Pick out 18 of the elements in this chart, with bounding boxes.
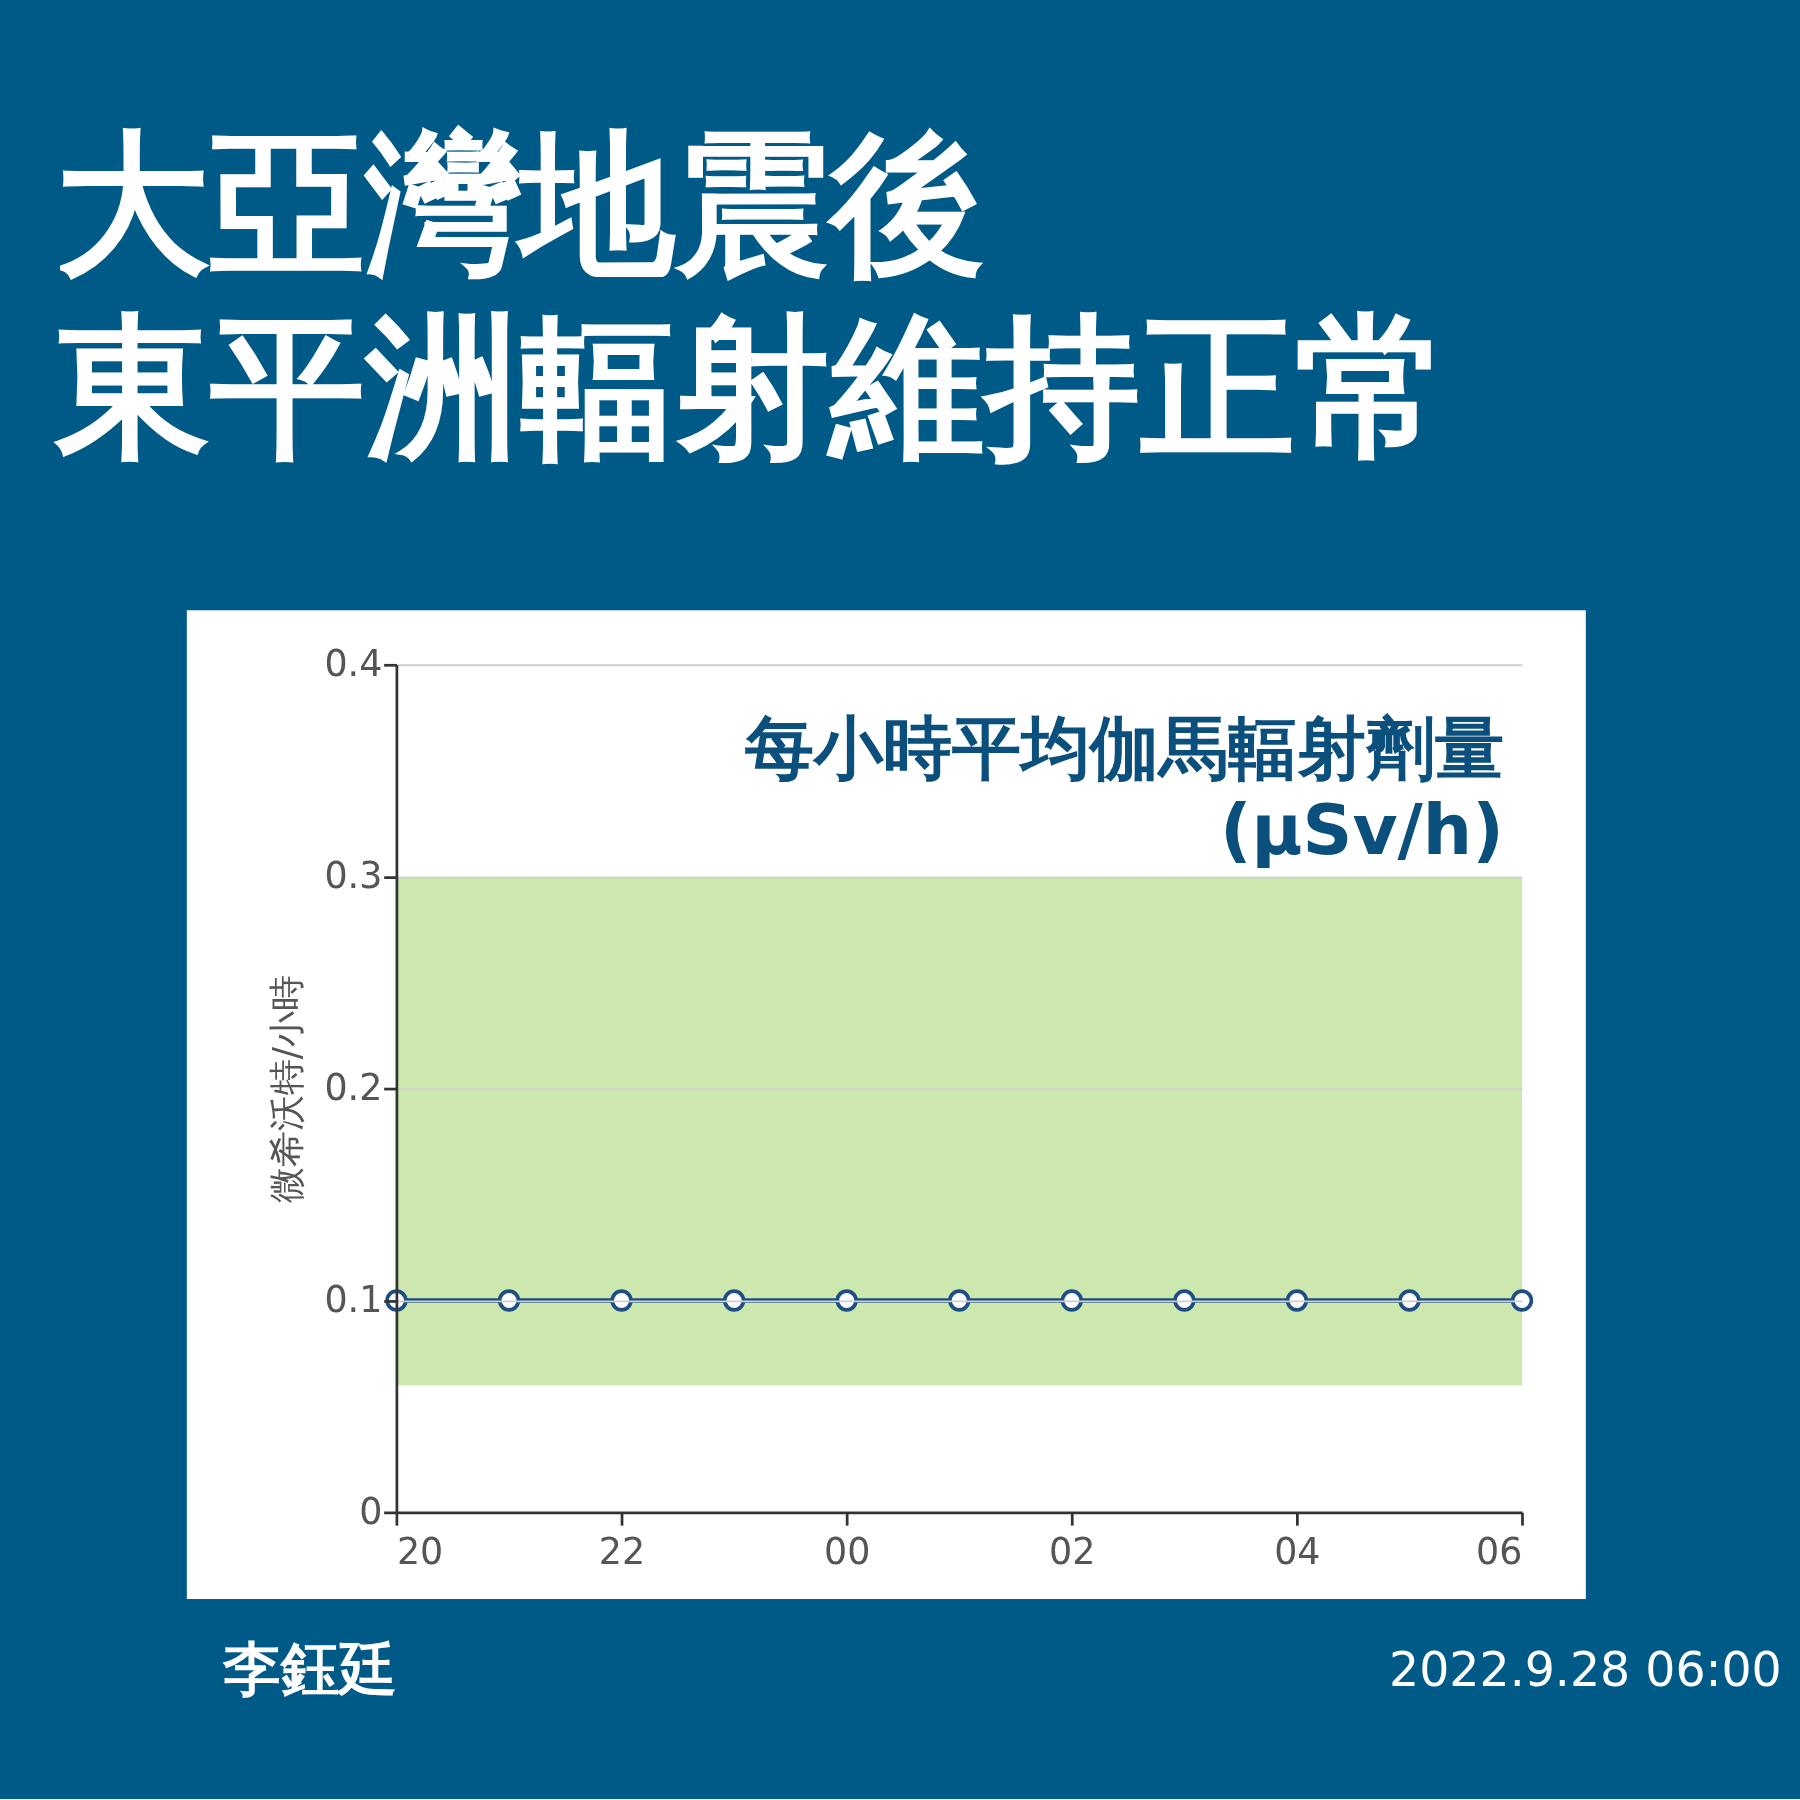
x-tick-label: 06 [1476, 1529, 1523, 1573]
annotation: (μSv/h) [1219, 790, 1504, 871]
x-tick-label: 20 [396, 1529, 444, 1573]
text: 2022.9.28 06:00 [1389, 1642, 1782, 1698]
text: 大亞灣地震後 [54, 114, 985, 296]
y-tick-label: 0 [359, 1489, 383, 1533]
y-tick-label: 0.3 [324, 854, 383, 898]
y-tick-label: 0.4 [324, 642, 383, 686]
text: 李鈺廷 [222, 1635, 398, 1704]
x-tick-label: 02 [1049, 1529, 1096, 1573]
x-tick-label: 04 [1274, 1529, 1321, 1573]
y-tick-label: 0.1 [324, 1277, 383, 1321]
x-tick-label: 22 [598, 1529, 646, 1573]
y-axis-title: 微希沃特/小時 [264, 974, 308, 1204]
text: 東平洲輻射維持正常 [54, 296, 1450, 478]
annotation: 每小時平均伽馬輻射劑量 [743, 708, 1504, 789]
x-tick-label: 00 [823, 1529, 871, 1573]
y-tick-label: 0.2 [324, 1066, 383, 1110]
